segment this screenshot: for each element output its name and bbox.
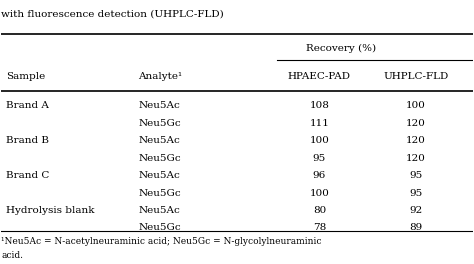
Text: 111: 111 — [310, 119, 329, 128]
Text: 100: 100 — [406, 101, 426, 110]
Text: Brand B: Brand B — [6, 136, 49, 145]
Text: Neu5Ac: Neu5Ac — [138, 171, 180, 180]
Text: 120: 120 — [406, 154, 426, 163]
Text: Brand A: Brand A — [6, 101, 49, 110]
Text: 120: 120 — [406, 119, 426, 128]
Text: 78: 78 — [313, 223, 326, 232]
Text: acid.: acid. — [1, 251, 23, 261]
Text: Neu5Gc: Neu5Gc — [138, 119, 181, 128]
Text: Hydrolysis blank: Hydrolysis blank — [6, 206, 95, 215]
Text: ¹Neu5Ac = N-acetylneuraminic acid; Neu5Gc = N-glycolylneuraminic: ¹Neu5Ac = N-acetylneuraminic acid; Neu5G… — [1, 237, 322, 246]
Text: 95: 95 — [313, 154, 326, 163]
Text: Neu5Gc: Neu5Gc — [138, 154, 181, 163]
Text: Neu5Ac: Neu5Ac — [138, 206, 180, 215]
Text: UHPLC-FLD: UHPLC-FLD — [383, 72, 449, 81]
Text: Neu5Gc: Neu5Gc — [138, 188, 181, 197]
Text: Brand C: Brand C — [6, 171, 49, 180]
Text: HPAEC-PAD: HPAEC-PAD — [288, 72, 351, 81]
Text: 95: 95 — [410, 171, 423, 180]
Text: 120: 120 — [406, 136, 426, 145]
Text: Sample: Sample — [6, 72, 46, 81]
Text: Neu5Ac: Neu5Ac — [138, 101, 180, 110]
Text: Recovery (%): Recovery (%) — [306, 44, 376, 53]
Text: 100: 100 — [310, 136, 329, 145]
Text: with fluorescence detection (UHPLC-FLD): with fluorescence detection (UHPLC-FLD) — [1, 9, 224, 18]
Text: 95: 95 — [410, 188, 423, 197]
Text: 89: 89 — [410, 223, 423, 232]
Text: Analyte¹: Analyte¹ — [138, 72, 182, 81]
Text: 108: 108 — [310, 101, 329, 110]
Text: Neu5Ac: Neu5Ac — [138, 136, 180, 145]
Text: 80: 80 — [313, 206, 326, 215]
Text: 100: 100 — [310, 188, 329, 197]
Text: 96: 96 — [313, 171, 326, 180]
Text: 92: 92 — [410, 206, 423, 215]
Text: Neu5Gc: Neu5Gc — [138, 223, 181, 232]
